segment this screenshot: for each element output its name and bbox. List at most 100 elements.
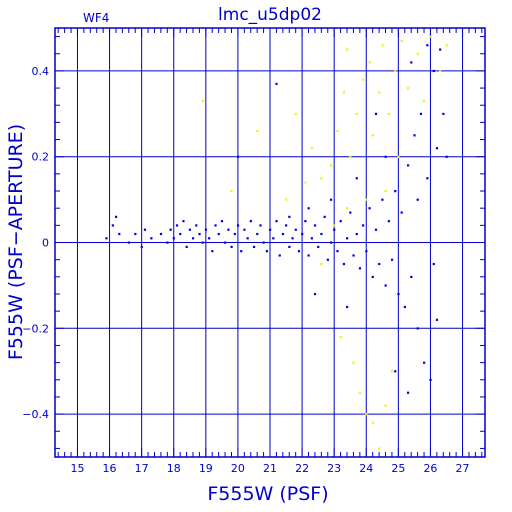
- data-point: [416, 198, 419, 201]
- data-point: [439, 48, 442, 51]
- data-point: [249, 220, 252, 223]
- data-point: [204, 228, 208, 231]
- data-point: [346, 48, 349, 51]
- data-point: [285, 198, 288, 201]
- data-point: [294, 112, 297, 115]
- data-point: [262, 241, 265, 244]
- data-point: [105, 237, 108, 240]
- data-point: [256, 232, 259, 236]
- data-point: [159, 232, 163, 236]
- data-point: [426, 44, 429, 47]
- data-point: [336, 250, 339, 253]
- data-point: [313, 292, 317, 296]
- data-point: [111, 224, 114, 227]
- data-points: [105, 35, 448, 450]
- data-point: [371, 134, 374, 137]
- data-point: [140, 245, 143, 248]
- data-point: [387, 112, 390, 115]
- data-point: [191, 237, 195, 240]
- data-point: [175, 224, 179, 227]
- data-point: [384, 404, 387, 407]
- data-point: [339, 220, 342, 223]
- data-point: [365, 250, 368, 253]
- data-point: [313, 224, 317, 227]
- x-tick-label: 21: [263, 462, 277, 475]
- data-point: [381, 198, 384, 201]
- data-point: [358, 391, 362, 394]
- data-point: [368, 61, 371, 64]
- data-point: [236, 224, 240, 227]
- data-point: [269, 228, 272, 231]
- data-point: [394, 69, 397, 73]
- data-point: [182, 220, 185, 223]
- data-point: [265, 250, 268, 253]
- data-point: [445, 44, 448, 47]
- x-tick-label: 24: [359, 462, 373, 475]
- plot-frame: [54, 27, 486, 458]
- series-0: [105, 44, 448, 394]
- data-point: [378, 262, 381, 266]
- data-point: [214, 224, 217, 227]
- data-point: [349, 155, 352, 158]
- data-point: [355, 177, 358, 180]
- x-tick-label: 15: [70, 462, 84, 475]
- data-point: [240, 250, 243, 253]
- data-point: [275, 82, 278, 85]
- data-point: [256, 129, 259, 133]
- data-point: [403, 305, 406, 309]
- data-point: [188, 228, 191, 231]
- data-point: [413, 134, 416, 137]
- data-point: [394, 190, 397, 193]
- data-point: [217, 232, 220, 236]
- data-point: [143, 228, 147, 231]
- x-tick-label: 20: [231, 462, 245, 475]
- data-point: [358, 267, 362, 270]
- data-point: [211, 250, 214, 253]
- data-point: [378, 91, 381, 94]
- data-point: [390, 370, 394, 373]
- data-point: [118, 232, 121, 236]
- x-tick-labels: 15 16 17 18 19 20 21 22 23 24 25 26 27: [70, 462, 469, 475]
- data-point: [416, 327, 419, 330]
- data-point: [333, 228, 336, 231]
- data-point: [442, 112, 445, 115]
- axis-ticks: [55, 28, 485, 457]
- data-point: [384, 155, 387, 158]
- data-point: [329, 198, 333, 201]
- data-point: [410, 275, 413, 279]
- chart-subtitle: WF4: [83, 11, 109, 25]
- data-point: [371, 275, 374, 279]
- data-point: [432, 69, 435, 73]
- data-point: [307, 207, 310, 210]
- data-point: [342, 262, 346, 266]
- data-point: [352, 361, 355, 364]
- data-point: [179, 232, 182, 236]
- data-point: [339, 335, 342, 339]
- data-point: [384, 190, 387, 193]
- y-tick-label: 0.2: [32, 151, 50, 164]
- data-point: [352, 254, 355, 257]
- data-point: [317, 245, 320, 248]
- data-point: [410, 61, 413, 64]
- data-point: [336, 129, 339, 133]
- data-point: [252, 245, 256, 248]
- data-point: [400, 39, 403, 43]
- data-point: [278, 254, 281, 257]
- data-point: [349, 211, 352, 214]
- data-point: [310, 237, 313, 240]
- chart-title: lmc_u5dp02: [218, 5, 322, 25]
- data-point: [320, 232, 323, 236]
- x-tick-label: 19: [199, 462, 213, 475]
- x-tick-label: 23: [327, 462, 341, 475]
- data-point: [384, 284, 387, 287]
- data-point: [208, 237, 211, 240]
- data-point: [169, 228, 172, 231]
- data-point: [432, 262, 435, 266]
- data-point: [320, 262, 323, 266]
- data-point: [201, 99, 204, 103]
- data-point: [397, 155, 400, 158]
- data-point: [259, 224, 262, 227]
- data-point: [419, 112, 423, 115]
- data-point: [150, 237, 153, 240]
